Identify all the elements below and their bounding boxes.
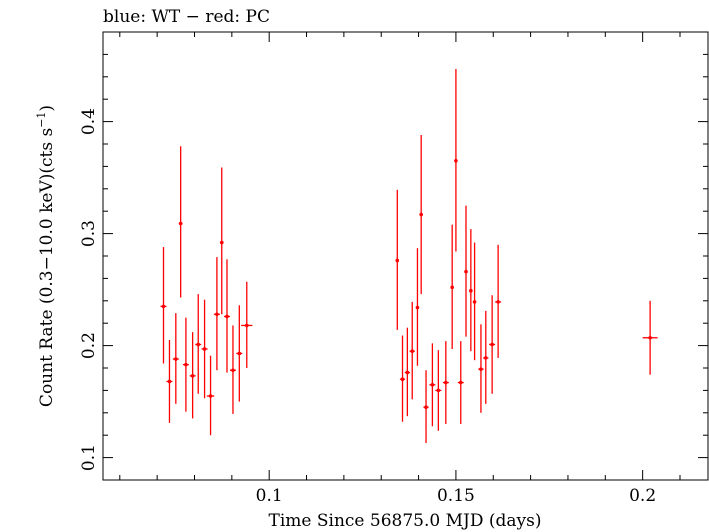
- point-marker: [415, 305, 420, 310]
- point-marker: [244, 323, 249, 328]
- point-marker: [215, 312, 219, 317]
- point-marker: [208, 394, 213, 398]
- plot-frame: [102, 31, 709, 481]
- point-marker: [419, 212, 423, 217]
- point-marker: [178, 221, 183, 226]
- point-marker: [483, 356, 488, 360]
- x-tick-label: 0.1: [256, 486, 283, 506]
- data-point: [241, 281, 253, 368]
- x-tick-label: 0.15: [437, 486, 475, 506]
- y-axis-label-main: Count Rate (0.3−10.0 keV)(cts s: [37, 128, 57, 407]
- point-marker: [410, 349, 415, 354]
- data-point: [419, 135, 423, 295]
- data-point: [423, 370, 429, 444]
- data-point: [224, 259, 230, 373]
- point-marker: [190, 374, 195, 378]
- point-marker: [496, 300, 500, 304]
- point-marker: [436, 388, 441, 393]
- point-marker: [472, 300, 477, 304]
- plot-border: [102, 31, 709, 481]
- data-point: [642, 300, 658, 375]
- data-point: [404, 327, 410, 417]
- data-point: [409, 301, 415, 400]
- point-marker: [400, 377, 405, 382]
- point-marker: [490, 342, 494, 347]
- point-marker: [464, 269, 468, 274]
- chart-title: blue: WT − red: PC: [103, 7, 270, 27]
- point-marker: [430, 383, 435, 387]
- point-marker: [231, 368, 235, 373]
- data-point: [172, 313, 179, 404]
- data-point: [395, 189, 400, 330]
- point-marker: [424, 405, 428, 410]
- data-point: [206, 355, 215, 436]
- point-marker: [174, 357, 178, 361]
- point-marker: [237, 351, 242, 356]
- data-point: [478, 324, 484, 413]
- point-marker: [184, 362, 188, 367]
- point-marker: [219, 240, 224, 245]
- data-point: [201, 299, 208, 399]
- point-marker: [469, 288, 473, 293]
- y-tick-label: 0.1: [79, 444, 99, 471]
- data-point: [229, 325, 236, 414]
- point-marker: [450, 285, 454, 290]
- data-point: [236, 305, 243, 402]
- point-marker: [458, 380, 463, 385]
- point-marker: [225, 314, 229, 319]
- x-axis-label: Time Since 56875.0 MJD (days): [269, 511, 542, 531]
- data-point: [189, 332, 196, 419]
- data-point: [178, 146, 183, 298]
- data-point: [219, 167, 224, 315]
- data-point: [457, 341, 464, 424]
- data-point: [469, 229, 473, 352]
- y-axis-label-close: ): [37, 105, 57, 112]
- axis-ticks: [103, 31, 708, 481]
- y-axis-label-sup: −1: [35, 112, 48, 128]
- data-point: [435, 350, 442, 431]
- point-marker: [395, 258, 400, 263]
- point-marker: [454, 159, 458, 163]
- data-point: [160, 247, 167, 364]
- data-point: [415, 248, 420, 366]
- point-marker: [648, 335, 652, 340]
- y-tick-label: 0.3: [79, 220, 99, 247]
- point-marker: [196, 342, 201, 347]
- data-point: [483, 310, 489, 404]
- data-point: [429, 343, 436, 427]
- y-axis-label: Count Rate (0.3−10.0 keV)(cts s−1): [35, 105, 57, 407]
- point-marker: [479, 367, 483, 371]
- data-point: [472, 242, 477, 361]
- point-marker: [167, 379, 172, 384]
- y-tick-label: 0.2: [79, 332, 99, 359]
- point-marker: [444, 380, 448, 385]
- data-point: [399, 335, 406, 422]
- data-point: [213, 257, 220, 371]
- data-point: [489, 295, 496, 394]
- point-marker: [202, 347, 207, 351]
- data-point: [495, 244, 502, 358]
- axis-tick-labels: 0.1 0.15 0.2 0.1 0.2 0.3 0.4: [79, 108, 656, 506]
- data-point: [454, 68, 458, 252]
- data-point: [166, 340, 173, 423]
- data-point: [195, 294, 202, 394]
- data-point: [182, 317, 189, 412]
- y-tick-label: 0.4: [79, 108, 99, 135]
- data-point: [442, 341, 449, 424]
- data-points: [160, 68, 658, 444]
- x-tick-label: 0.2: [629, 486, 656, 506]
- point-marker: [161, 304, 166, 309]
- data-point: [464, 205, 468, 337]
- data-point: [450, 224, 454, 349]
- point-marker: [405, 370, 410, 375]
